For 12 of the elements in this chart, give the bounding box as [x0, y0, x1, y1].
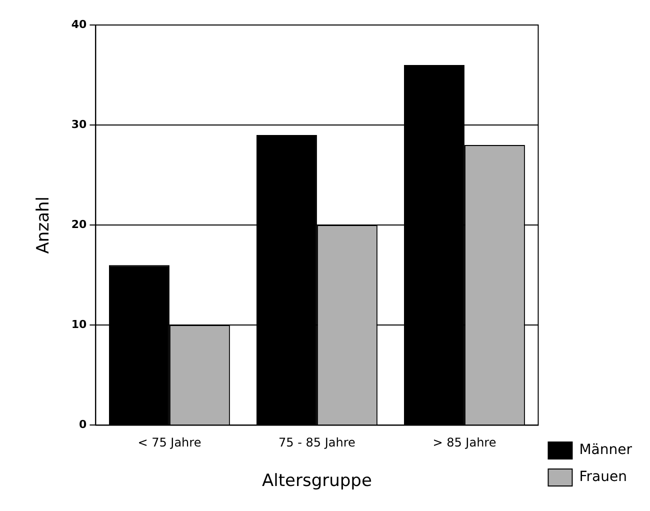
- legend-label: Männer: [579, 442, 632, 458]
- legend-label: Frauen: [579, 469, 627, 486]
- y-axis-title: Anzahl: [34, 196, 54, 254]
- x-tick-label: 75 - 85 Jahre: [278, 436, 356, 450]
- y-tick-label: 10: [71, 318, 88, 332]
- y-tick-label: 0: [79, 418, 88, 432]
- y-tick-label: 40: [71, 18, 88, 31]
- y-tick-label: 30: [71, 118, 88, 131]
- y-tick-label: 20: [71, 218, 88, 231]
- x-tick-label: < 75 Jahre: [138, 436, 202, 450]
- x-tick-label: > 85 Jahre: [432, 436, 496, 450]
- x-axis-title: Altersgruppe: [262, 471, 372, 492]
